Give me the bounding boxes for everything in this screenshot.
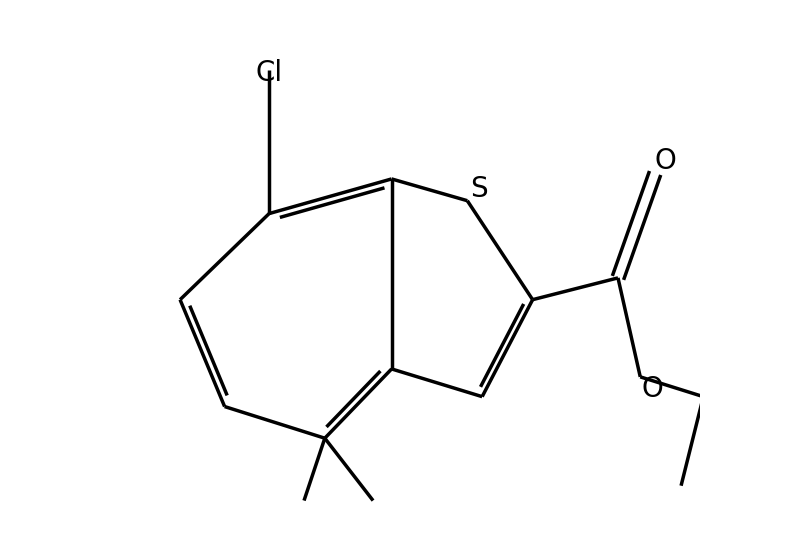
Text: O: O — [641, 375, 662, 403]
Text: S: S — [470, 175, 487, 203]
Text: Cl: Cl — [255, 59, 283, 87]
Text: O: O — [654, 147, 675, 175]
